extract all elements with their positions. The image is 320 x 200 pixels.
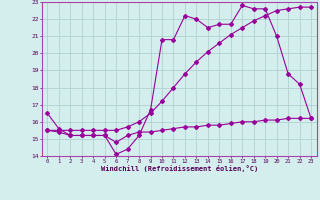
X-axis label: Windchill (Refroidissement éolien,°C): Windchill (Refroidissement éolien,°C) (100, 165, 258, 172)
